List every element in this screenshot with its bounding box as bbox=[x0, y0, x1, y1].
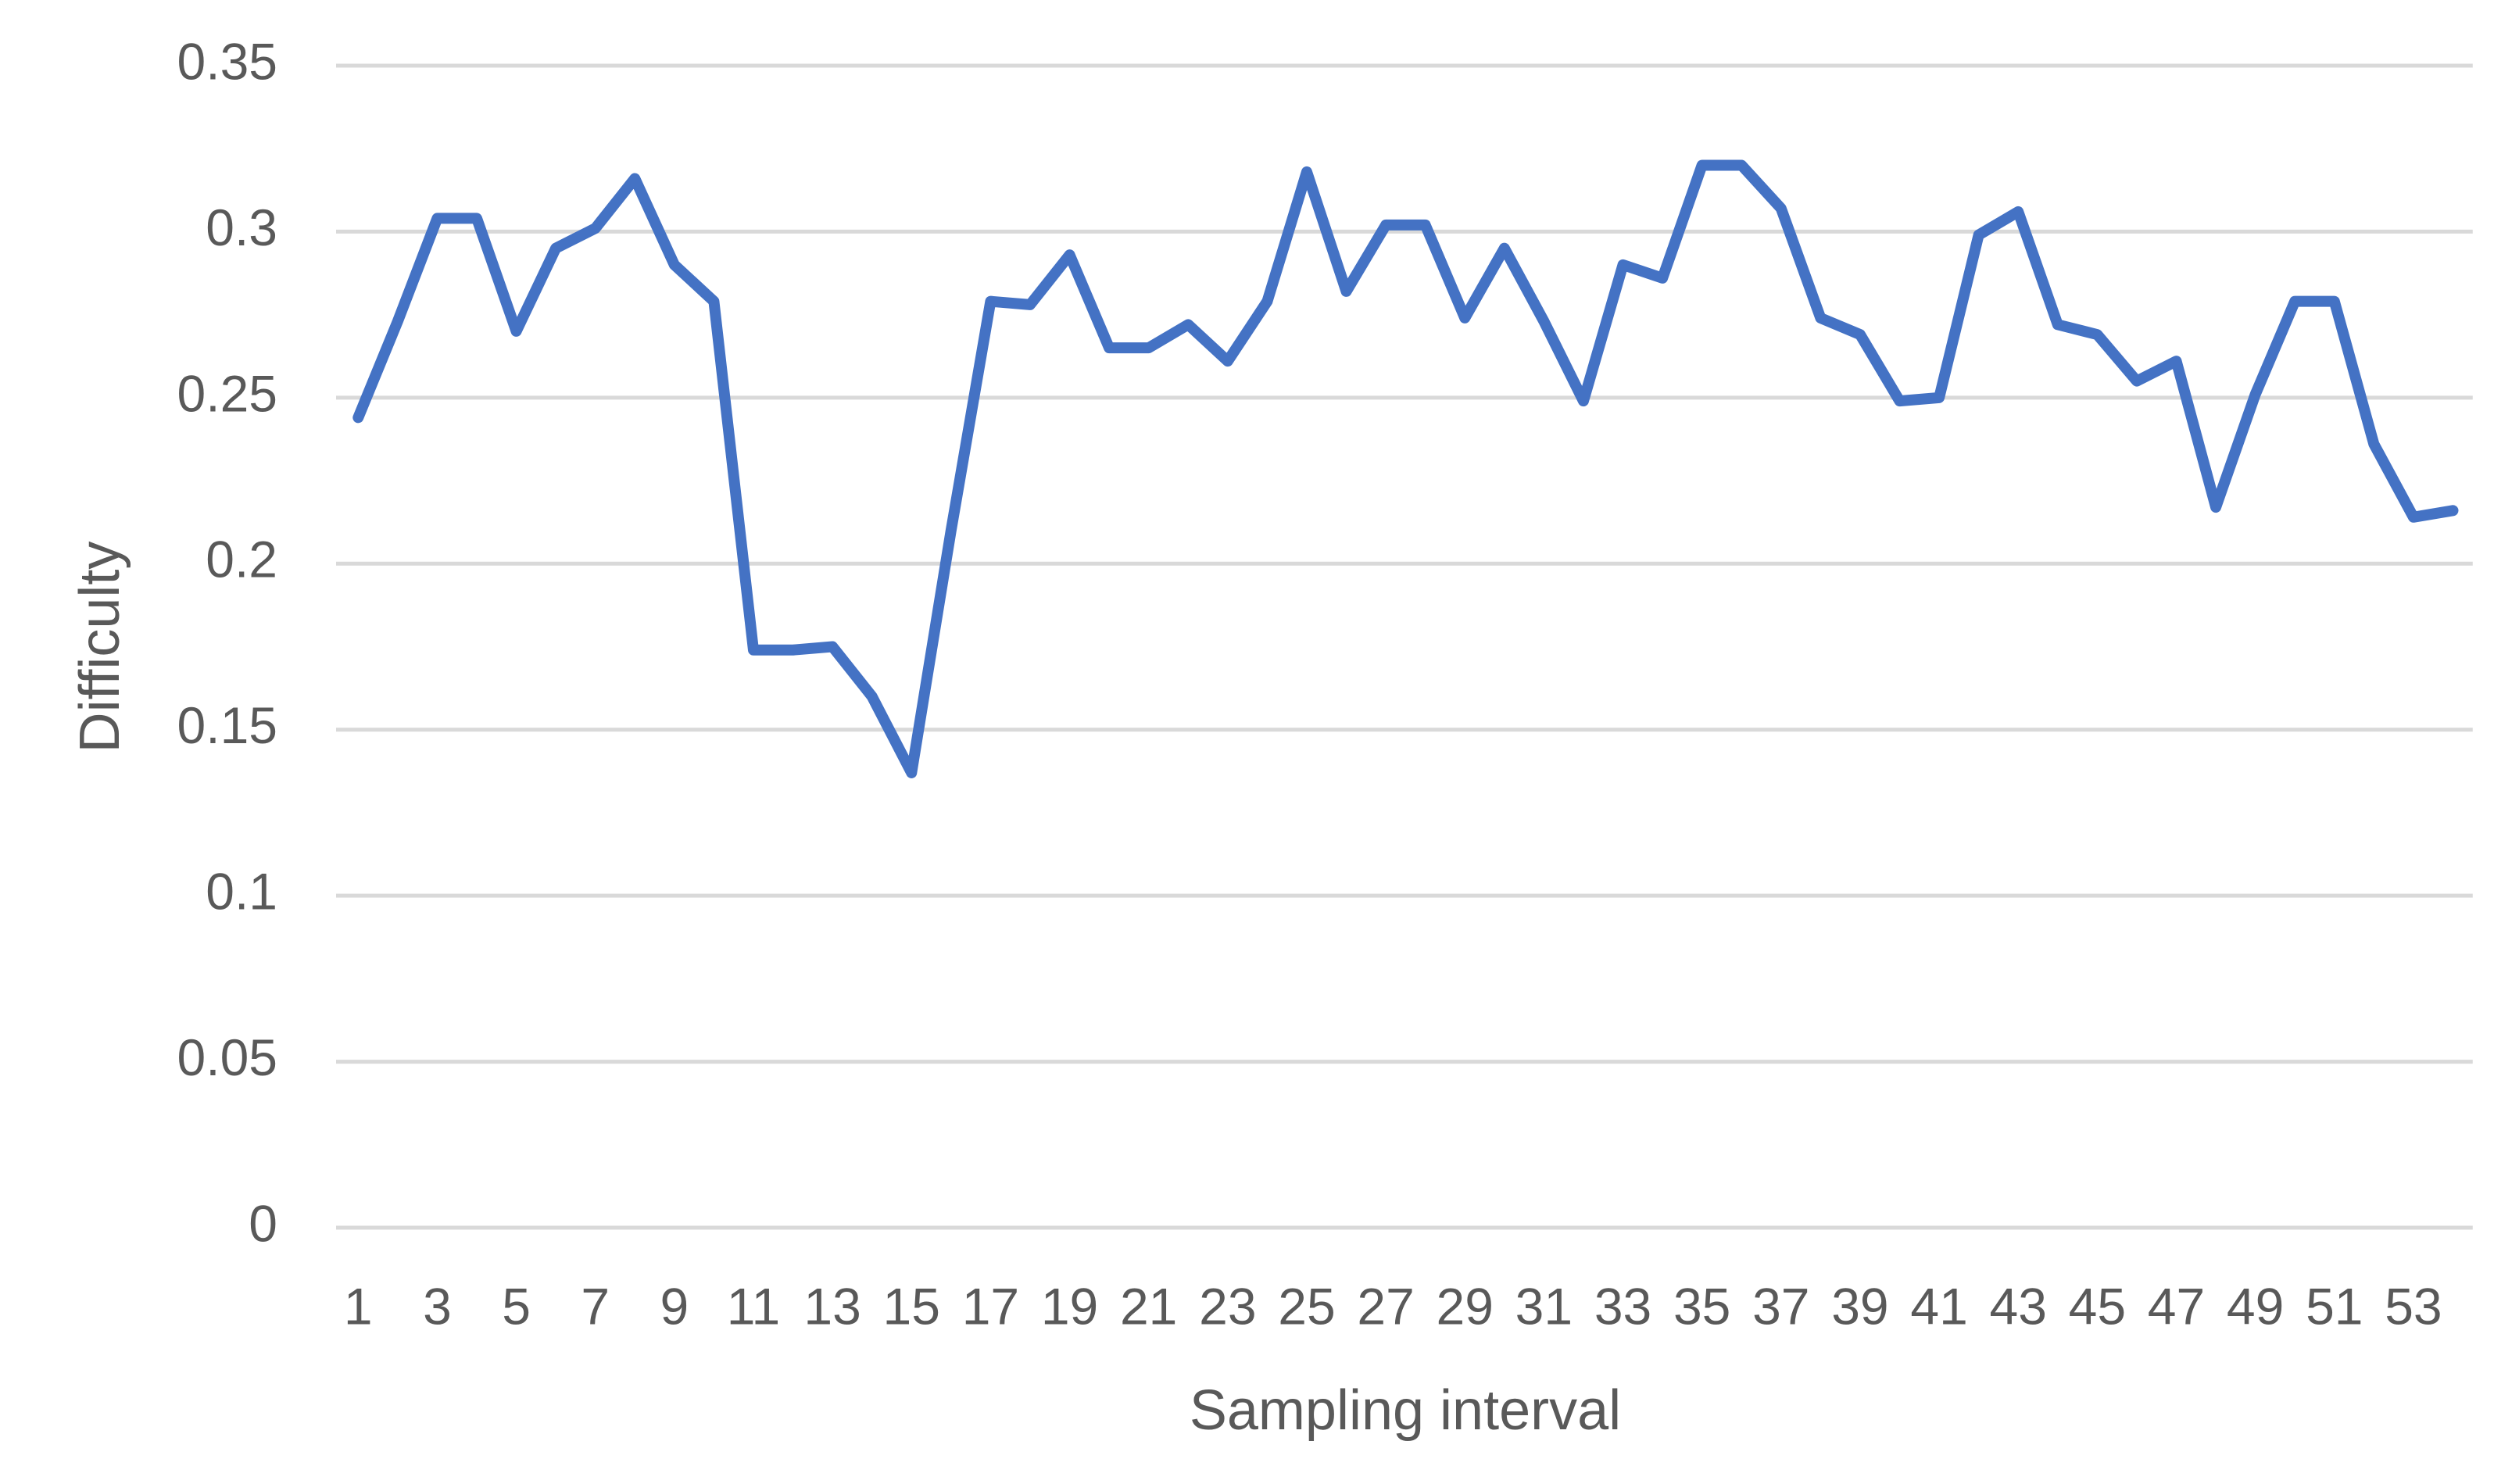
x-tick-label: 37 bbox=[1752, 1277, 1809, 1335]
x-axis-title: Sampling interval bbox=[1190, 1379, 1621, 1442]
x-tick-label: 7 bbox=[581, 1277, 610, 1335]
y-tick-label: 0.1 bbox=[206, 863, 277, 921]
x-tick-label: 11 bbox=[727, 1277, 781, 1335]
x-tick-label: 43 bbox=[1990, 1277, 2047, 1335]
y-axis-title: Difficulty bbox=[69, 542, 131, 753]
x-tick-label: 35 bbox=[1673, 1277, 1730, 1335]
x-tick-label: 47 bbox=[2148, 1277, 2205, 1335]
x-tick-label: 15 bbox=[883, 1277, 940, 1335]
x-tick-label: 17 bbox=[962, 1277, 1019, 1335]
y-tick-label: 0.3 bbox=[206, 198, 277, 256]
x-tick-label: 29 bbox=[1437, 1277, 1494, 1335]
x-tick-label: 53 bbox=[2385, 1277, 2442, 1335]
y-tick-label: 0.25 bbox=[177, 364, 277, 422]
x-tick-label: 21 bbox=[1120, 1277, 1177, 1335]
y-tick-label: 0.2 bbox=[206, 531, 277, 588]
x-tick-label: 31 bbox=[1515, 1277, 1573, 1335]
x-tick-label: 3 bbox=[423, 1277, 452, 1335]
x-tick-label: 1 bbox=[344, 1277, 373, 1335]
x-tick-label: 33 bbox=[1594, 1277, 1651, 1335]
data-line bbox=[352, 159, 2459, 778]
x-tick-label: 9 bbox=[660, 1277, 689, 1335]
x-tick-label: 19 bbox=[1041, 1277, 1098, 1335]
x-tick-label: 41 bbox=[1910, 1277, 1967, 1335]
x-tick-label: 27 bbox=[1357, 1277, 1414, 1335]
x-tick-label: 25 bbox=[1278, 1277, 1335, 1335]
y-tick-label: 0.15 bbox=[177, 696, 277, 754]
y-tick-label: 0.35 bbox=[177, 32, 277, 90]
x-tick-label: 45 bbox=[2069, 1277, 2126, 1335]
x-tick-label: 13 bbox=[803, 1277, 861, 1335]
x-tick-label: 5 bbox=[502, 1277, 531, 1335]
x-tick-label: 23 bbox=[1199, 1277, 1256, 1335]
x-tick-label: 51 bbox=[2306, 1277, 2363, 1335]
y-tick-label: 0.05 bbox=[177, 1028, 277, 1086]
x-tick-label: 39 bbox=[1831, 1277, 1888, 1335]
x-tick-label: 49 bbox=[2227, 1277, 2284, 1335]
y-tick-label: 0 bbox=[249, 1194, 277, 1252]
